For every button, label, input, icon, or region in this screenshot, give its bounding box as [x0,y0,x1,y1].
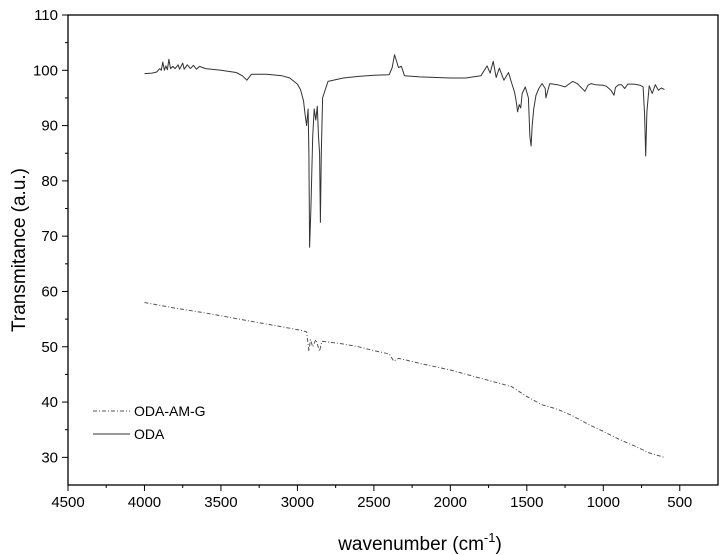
plot-frame [67,14,719,486]
y-tick-label: 70 [41,228,58,245]
y-axis-title: Transmitance (a.u.) [9,168,30,332]
x-tick-label: 2000 [434,494,467,511]
y-tick-label: 40 [41,394,58,411]
y-tick-label: 90 [41,118,58,135]
x-tick-label: 500 [667,494,692,511]
x-tick-label: 4000 [128,494,161,511]
axes-group: 4500 4000 3500 3000 2500 2000 1500 1000 500 30 40 5… [33,7,692,511]
y-tick-label: 30 [41,449,58,466]
series-group [144,54,665,458]
x-axis-title-superscript: -1 [484,530,496,545]
x-tick-label: 3500 [204,494,237,511]
x-axis-title: wavenumber (cm-1) [337,530,502,555]
y-tick-label: 80 [41,173,58,190]
x-axis-title-end: ) [495,534,501,555]
y-tick-label: 110 [34,7,58,24]
y-tick-label: 100 [33,62,58,79]
x-tick-label: 1000 [587,494,620,511]
series-line-oda [144,54,665,248]
x-tick-label: 2500 [357,494,390,511]
y-tick-label: 60 [41,283,58,300]
x-tick-label: 1500 [510,494,543,511]
legend-label-oda: ODA [134,426,165,442]
series-line-oda-am-g [144,302,665,458]
legend-label-oda-am-g: ODA-AM-G [134,403,206,419]
y-tick-label: 50 [41,339,58,356]
x-tick-label: 4500 [51,494,84,511]
x-tick-label: 3000 [281,494,314,511]
legend: ODA-AM-G ODA [93,403,206,442]
x-axis-title-main: wavenumber (cm [337,534,484,555]
